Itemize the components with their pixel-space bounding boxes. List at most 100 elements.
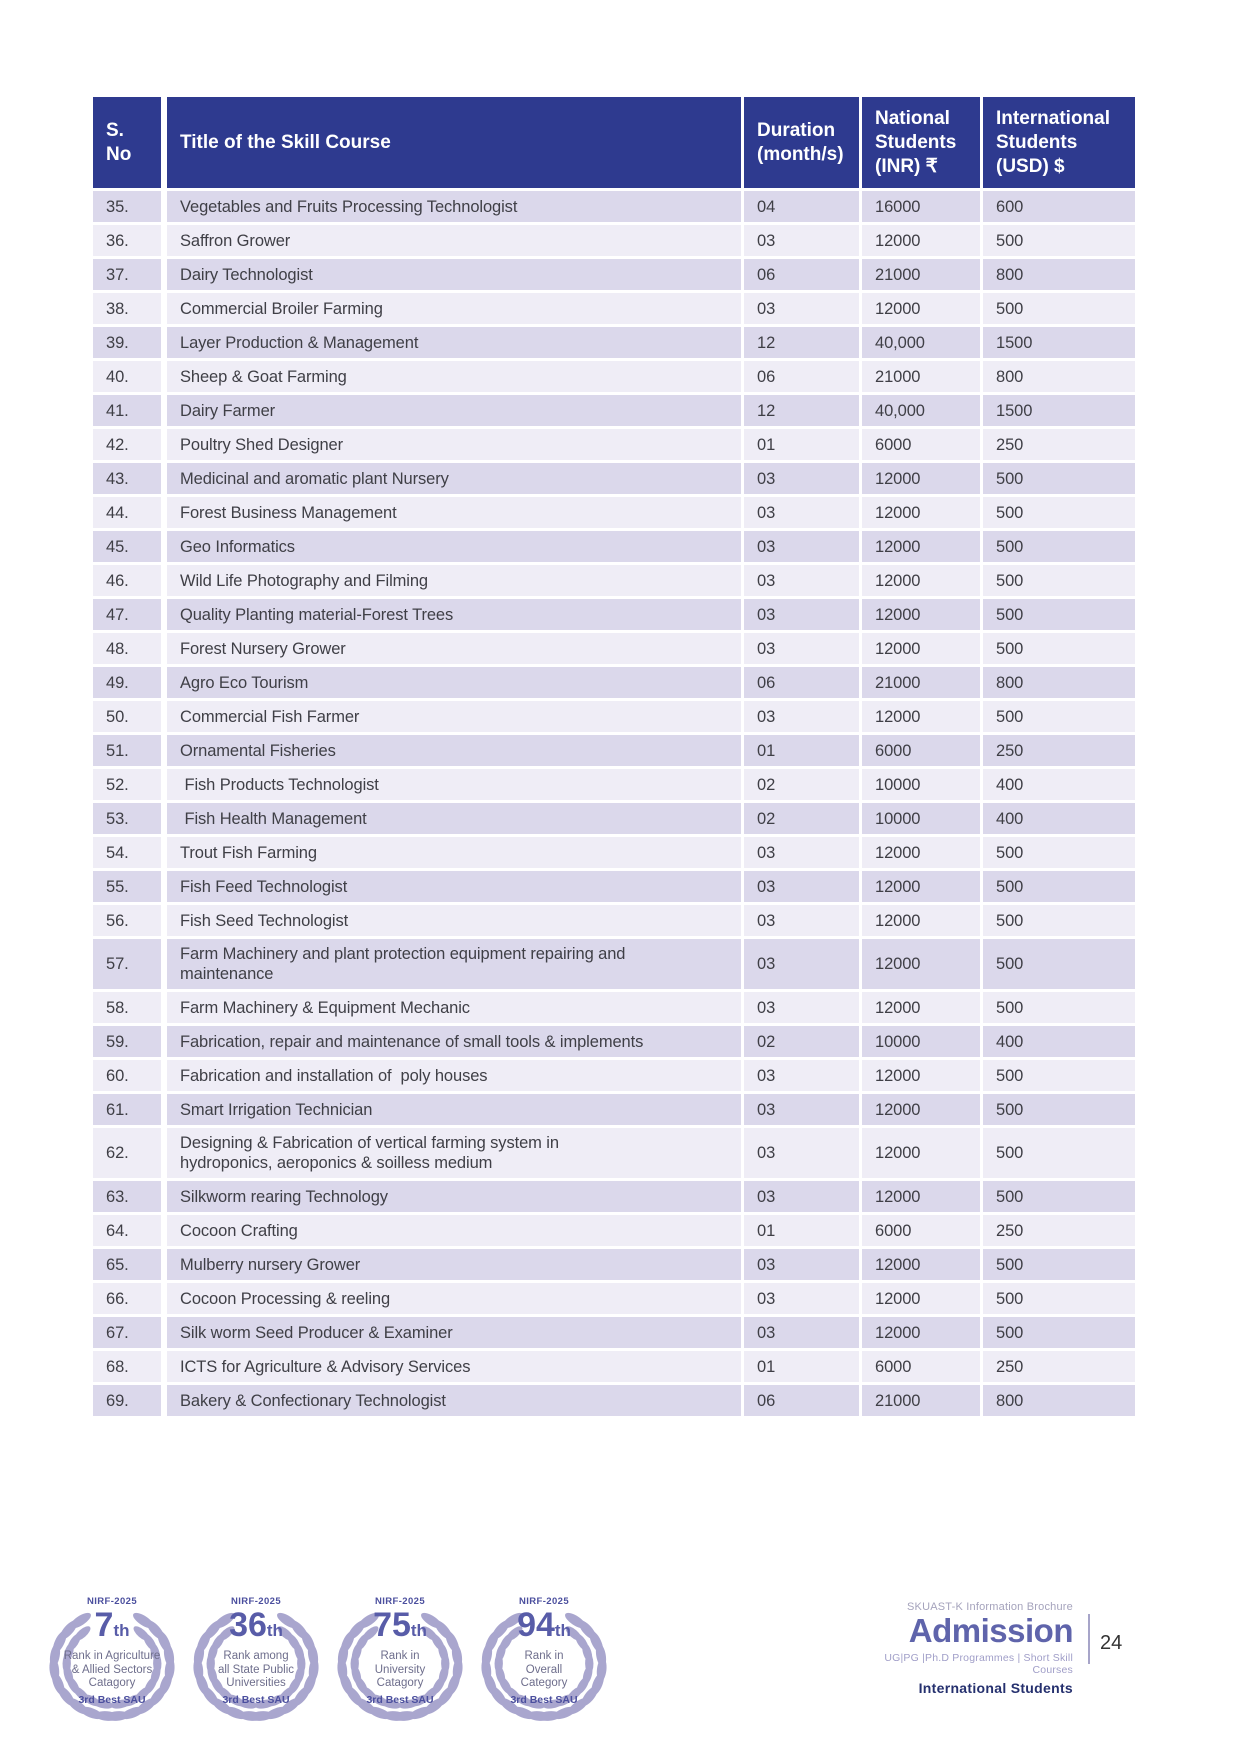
cell-duration: 02 xyxy=(744,803,859,834)
cell-title-text: Dairy Technologist xyxy=(180,265,313,284)
cell-usd: 400 xyxy=(983,1026,1135,1057)
cell-title-text: Silk worm Seed Producer & Examiner xyxy=(180,1323,453,1342)
cell-sno: 51. xyxy=(93,735,164,766)
cell-inr: 12000 xyxy=(862,497,980,528)
cell-title: Fabrication and installation of poly hou… xyxy=(167,1060,741,1091)
cell-title-text: Quality Planting material-Forest Trees xyxy=(180,605,454,624)
cell-duration: 03 xyxy=(744,701,859,732)
cell-duration: 03 xyxy=(744,599,859,630)
badge-footer-label: 3rd Best SAU xyxy=(222,1693,290,1706)
cell-usd: 500 xyxy=(983,225,1135,256)
international-students-label: International Students xyxy=(918,1680,1073,1696)
cell-sno: 54. xyxy=(93,837,164,868)
cell-title: Commercial Fish Farmer xyxy=(167,701,741,732)
badge-rank-number: 7 xyxy=(94,1606,114,1644)
cell-inr: 10000 xyxy=(862,769,980,800)
badge-rank-suffix: th xyxy=(410,1621,427,1640)
cell-title: Silkworm rearing Technology xyxy=(167,1181,741,1212)
cell-duration: 02 xyxy=(744,1026,859,1057)
cell-inr: 21000 xyxy=(862,667,980,698)
cell-title: Fish Feed Technologist xyxy=(167,871,741,902)
cell-duration: 03 xyxy=(744,905,859,936)
cell-title: ICTS for Agriculture & Advisory Services xyxy=(167,1351,741,1382)
cell-inr: 12000 xyxy=(862,1317,980,1348)
badge-rank-number: 75 xyxy=(373,1606,411,1644)
cell-duration: 06 xyxy=(744,667,859,698)
cell-title: Mulberry nursery Grower xyxy=(167,1249,741,1280)
cell-usd: 500 xyxy=(983,871,1135,902)
cell-title: Farm Machinery & Equipment Mechanic xyxy=(167,992,741,1023)
cell-sno: 38. xyxy=(93,293,164,324)
cell-title: Ornamental Fisheries xyxy=(167,735,741,766)
cell-inr: 12000 xyxy=(862,1128,980,1178)
cell-title: Fish Products Technologist xyxy=(167,769,741,800)
cell-title: Forest Nursery Grower xyxy=(167,633,741,664)
badge-footer-label: 3rd Best SAU xyxy=(78,1693,146,1706)
cell-sno: 65. xyxy=(93,1249,164,1280)
cell-usd: 500 xyxy=(983,1283,1135,1314)
header-cell-duration: Duration (month/s) xyxy=(744,97,859,188)
cell-title-text: Saffron Grower xyxy=(180,231,291,250)
cell-inr: 6000 xyxy=(862,735,980,766)
page-number-divider xyxy=(1088,1614,1090,1664)
cell-sno: 58. xyxy=(93,992,164,1023)
cell-title: Smart Irrigation Technician xyxy=(167,1094,741,1125)
cell-title-text: Trout Fish Farming xyxy=(180,843,317,862)
cell-title: Saffron Grower xyxy=(167,225,741,256)
header-cell-national: National Students (INR) ₹ xyxy=(862,97,980,188)
cell-title: Sheep & Goat Farming xyxy=(167,361,741,392)
cell-sno: 56. xyxy=(93,905,164,936)
cell-title-text: Commercial Broiler Farming xyxy=(180,299,383,318)
cell-title-text: Farm Machinery and plant protection equi… xyxy=(180,945,630,983)
badge-text: NIRF-2025 7th Rank in Agriculture & Alli… xyxy=(40,1584,184,1706)
cell-usd: 500 xyxy=(983,1249,1135,1280)
cell-sno: 55. xyxy=(93,871,164,902)
cell-title-text: Poultry Shed Designer xyxy=(180,435,343,454)
cell-usd: 600 xyxy=(983,191,1135,222)
cell-sno: 35. xyxy=(93,191,164,222)
cell-usd: 500 xyxy=(983,905,1135,936)
cell-inr: 12000 xyxy=(862,293,980,324)
cell-inr: 12000 xyxy=(862,1283,980,1314)
cell-usd: 500 xyxy=(983,939,1135,989)
badge-footer-label: 3rd Best SAU xyxy=(366,1693,434,1706)
cell-title-text: Designing & Fabrication of vertical farm… xyxy=(180,1134,564,1172)
cell-inr: 16000 xyxy=(862,191,980,222)
cell-title-text: Fish Products Technologist xyxy=(180,775,379,794)
cell-inr: 10000 xyxy=(862,1026,980,1057)
badge-rank-description: Rank among all State Public Universities xyxy=(217,1650,295,1689)
cell-inr: 12000 xyxy=(862,633,980,664)
cell-duration: 02 xyxy=(744,769,859,800)
cell-title-text: ICTS for Agriculture & Advisory Services xyxy=(180,1357,471,1376)
cell-title: Forest Business Management xyxy=(167,497,741,528)
header-cell-title: Title of the Skill Course xyxy=(167,97,741,188)
badge-nirf-label: NIRF-2025 xyxy=(230,1596,282,1607)
cell-title-text: Vegetables and Fruits Processing Technol… xyxy=(180,197,518,216)
cell-duration: 06 xyxy=(744,361,859,392)
badge-rank-suffix: th xyxy=(113,1621,130,1640)
page-number: 24 xyxy=(1100,1632,1123,1654)
cell-inr: 12000 xyxy=(862,1249,980,1280)
cell-sno: 68. xyxy=(93,1351,164,1382)
cell-duration: 03 xyxy=(744,837,859,868)
cell-title: Medicinal and aromatic plant Nursery xyxy=(167,463,741,494)
cell-sno: 53. xyxy=(93,803,164,834)
cell-title-text: Sheep & Goat Farming xyxy=(180,367,347,386)
cell-inr: 12000 xyxy=(862,1181,980,1212)
cell-sno: 60. xyxy=(93,1060,164,1091)
badge-rank-suffix: th xyxy=(554,1621,571,1640)
cell-title: Geo Informatics xyxy=(167,531,741,562)
cell-sno: 59. xyxy=(93,1026,164,1057)
cell-title-text: Smart Irrigation Technician xyxy=(180,1100,373,1119)
cell-inr: 40,000 xyxy=(862,327,980,358)
cell-title-text: Farm Machinery & Equipment Mechanic xyxy=(180,998,470,1017)
cell-duration: 03 xyxy=(744,939,859,989)
cell-inr: 6000 xyxy=(862,1215,980,1246)
cell-usd: 500 xyxy=(983,463,1135,494)
admission-title: Admission xyxy=(908,1612,1074,1649)
cell-inr: 12000 xyxy=(862,837,980,868)
cell-inr: 12000 xyxy=(862,992,980,1023)
cell-usd: 800 xyxy=(983,667,1135,698)
cell-title: Fabrication, repair and maintenance of s… xyxy=(167,1026,741,1057)
